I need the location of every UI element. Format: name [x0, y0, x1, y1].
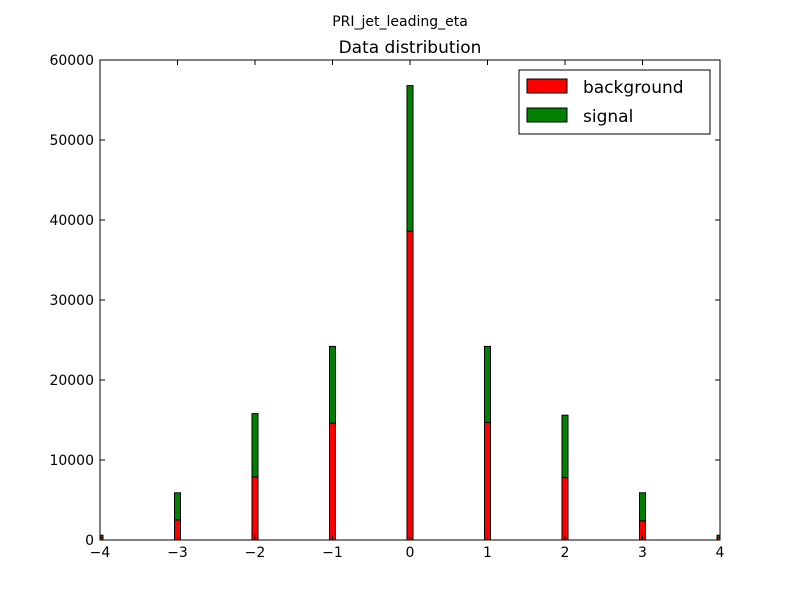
- plot-frame: [99, 59, 721, 541]
- figure-suptitle: PRI_jet_leading_eta: [332, 14, 468, 30]
- bar-background-4: [406, 230, 414, 541]
- x-tick-label: 4: [716, 545, 725, 561]
- x-tick-label: −4: [90, 545, 111, 561]
- legend-swatch-signal: [526, 107, 568, 123]
- x-tick-label: −1: [322, 545, 343, 561]
- bar-background-6: [561, 477, 569, 541]
- bar-background-2: [251, 476, 259, 541]
- legend: background signal: [518, 69, 711, 135]
- y-tick-label: 50000: [49, 133, 94, 149]
- bar-signal-4: [406, 85, 414, 232]
- bar-background-3: [329, 422, 336, 541]
- y-tick-label: 20000: [49, 373, 94, 389]
- x-tick-label: 2: [561, 545, 570, 561]
- x-tick-label: −2: [245, 545, 266, 561]
- y-tick-label: 40000: [49, 213, 94, 229]
- bar-signal-5: [484, 345, 491, 423]
- bar-signal-6: [561, 414, 569, 479]
- bar-background-5: [484, 421, 491, 541]
- bars-group: [99, 85, 721, 541]
- y-tick-label: 30000: [49, 293, 94, 309]
- y-tick-label: 0: [85, 533, 94, 549]
- legend-swatch-background: [526, 78, 568, 94]
- y-tick-label: 60000: [49, 53, 94, 69]
- x-tick-label: 0: [406, 545, 415, 561]
- x-tick-label: 1: [483, 545, 492, 561]
- bar-signal-3: [329, 345, 336, 424]
- y-tick-label: 10000: [49, 453, 94, 469]
- bar-signal-1: [174, 492, 181, 521]
- x-tick-label: −3: [167, 545, 188, 561]
- x-tick-label: 3: [638, 545, 647, 561]
- legend-label-background: background: [583, 78, 684, 98]
- chart-title: Data distribution: [339, 38, 482, 58]
- legend-label-signal: signal: [583, 107, 633, 127]
- bar-signal-7: [639, 492, 646, 522]
- ticks-group: −4 −3 −2 −1 0 1 2 3 4 0 10000 20000 30000 40000 50000 6…: [49, 53, 724, 561]
- bar-signal-2: [251, 413, 259, 478]
